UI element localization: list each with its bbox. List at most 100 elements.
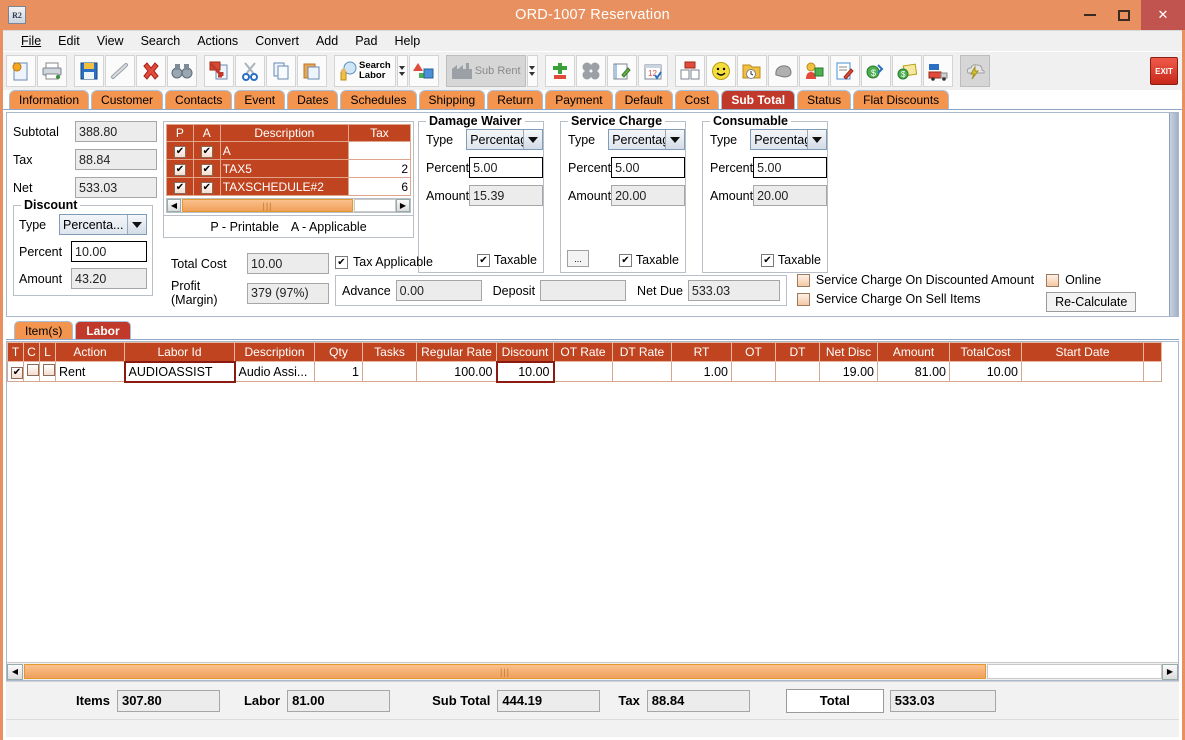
cell-dt-rate[interactable]: [612, 361, 672, 382]
row-t-checkbox[interactable]: [11, 367, 23, 379]
tax-printable-checkbox[interactable]: [173, 182, 186, 194]
menu-add[interactable]: Add: [315, 34, 339, 48]
cell-action[interactable]: Rent: [55, 361, 125, 382]
menu-file[interactable]: File: [21, 34, 42, 48]
cons-type-select[interactable]: Percentage: [750, 129, 827, 150]
tab-dates[interactable]: Dates: [287, 90, 339, 109]
edit-pencil-button[interactable]: [105, 55, 135, 87]
col-start-date[interactable]: Start Date: [1021, 342, 1144, 362]
col-action[interactable]: Action: [55, 342, 125, 362]
tax-table-row[interactable]: TAX5 2: [166, 159, 412, 178]
tab-flat-discounts[interactable]: Flat Discounts: [853, 90, 950, 109]
calendar-button[interactable]: 12: [637, 55, 668, 87]
col-ot-rate[interactable]: OT Rate: [553, 342, 613, 362]
smiley-button[interactable]: [705, 55, 736, 87]
table-row[interactable]: Rent AUDIOASSIST Audio Assi... 1 100.00 …: [7, 360, 1162, 383]
search-labor-dropdown[interactable]: [396, 55, 408, 87]
menu-search[interactable]: Search: [140, 34, 181, 48]
tab-labor[interactable]: Labor: [75, 321, 131, 339]
col-dt-rate[interactable]: DT Rate: [612, 342, 672, 362]
row-c-checkbox[interactable]: [27, 364, 39, 376]
sc-taxable-checkbox[interactable]: [618, 253, 632, 267]
tax-table-horizontal-scrollbar[interactable]: ◀ ||| ▶: [166, 198, 411, 213]
menu-actions[interactable]: Actions: [197, 34, 239, 48]
menu-help[interactable]: Help: [394, 34, 421, 48]
row-l-checkbox[interactable]: [43, 364, 55, 376]
notes-button[interactable]: [606, 55, 637, 87]
stone-button[interactable]: [767, 55, 798, 87]
sc-ellipsis-button[interactable]: ...: [567, 250, 589, 267]
cell-description[interactable]: Audio Assi...: [234, 361, 315, 382]
col-description[interactable]: Description: [234, 342, 315, 362]
tab-customer[interactable]: Customer: [91, 90, 164, 109]
cell-t[interactable]: [7, 361, 24, 382]
cell-c[interactable]: [23, 361, 40, 382]
sc-type-select[interactable]: Percentage: [608, 129, 685, 150]
panel-scroll-edge[interactable]: [1169, 113, 1178, 316]
tax-applicable-toggle[interactable]: [335, 255, 348, 269]
tab-schedules[interactable]: Schedules: [340, 90, 417, 109]
cell-net-disc[interactable]: 19.00: [819, 361, 878, 382]
truck-button[interactable]: [922, 55, 953, 87]
delete-button[interactable]: [136, 55, 166, 87]
col-c[interactable]: C: [23, 342, 40, 362]
cell-ot[interactable]: [731, 361, 776, 382]
recalculate-button[interactable]: Re-Calculate: [1046, 292, 1137, 312]
cell-start-date[interactable]: [1021, 361, 1144, 382]
scrollbar-thumb[interactable]: |||: [24, 664, 986, 679]
scroll-right-icon[interactable]: ▶: [396, 199, 410, 212]
cell-ot-rate[interactable]: [553, 361, 613, 382]
scrollbar-thumb[interactable]: |||: [182, 199, 353, 212]
discount-type-select[interactable]: Percenta...: [59, 214, 147, 235]
cell-labor-id[interactable]: AUDIOASSIST: [123, 360, 236, 383]
tax-applicable-checkbox[interactable]: [200, 182, 213, 194]
col-labor-id[interactable]: Labor Id: [124, 342, 235, 362]
invoice-button[interactable]: $: [891, 55, 922, 87]
cut-button[interactable]: [235, 55, 265, 87]
col-tasks[interactable]: Tasks: [362, 342, 417, 362]
cons-percent-input[interactable]: 5.00: [753, 157, 827, 178]
flash-button[interactable]: [959, 55, 990, 87]
col-l[interactable]: L: [39, 342, 56, 362]
sub-rent-dropdown[interactable]: [526, 55, 538, 87]
tax-applicable-checkbox[interactable]: [200, 164, 213, 176]
tax-table-row[interactable]: TAXSCHEDULE#2 6: [166, 177, 412, 196]
tab-contacts[interactable]: Contacts: [165, 90, 233, 109]
history-button[interactable]: [736, 55, 767, 87]
cell-regular-rate[interactable]: 100.00: [416, 361, 497, 382]
cell-dt[interactable]: [775, 361, 820, 382]
close-button[interactable]: ✕: [1141, 0, 1185, 30]
cell-l[interactable]: [39, 361, 56, 382]
scroll-right-icon[interactable]: ▶: [1162, 663, 1178, 680]
signoff-button[interactable]: [829, 55, 860, 87]
exit-button[interactable]: EXIT: [1149, 55, 1179, 87]
tab-cost[interactable]: Cost: [674, 90, 720, 109]
payment-button[interactable]: $: [860, 55, 891, 87]
kit-button[interactable]: [575, 55, 606, 87]
cell-extra[interactable]: [1143, 361, 1162, 382]
scrollbar-track[interactable]: [987, 664, 1162, 679]
scroll-left-icon[interactable]: ◀: [167, 199, 181, 212]
cell-qty[interactable]: 1: [314, 361, 363, 382]
col-totalcost[interactable]: TotalCost: [949, 342, 1022, 362]
tab-payment[interactable]: Payment: [545, 90, 613, 109]
tax-printable-checkbox[interactable]: [173, 164, 186, 176]
tax-table-row[interactable]: A: [166, 141, 412, 160]
online-checkbox[interactable]: [1046, 273, 1060, 287]
tax-printable-checkbox[interactable]: [173, 146, 186, 158]
col-net-disc[interactable]: Net Disc: [819, 342, 878, 362]
col-t[interactable]: T: [7, 342, 24, 362]
menu-view[interactable]: View: [96, 34, 124, 48]
minimize-button[interactable]: [1073, 2, 1107, 28]
cell-amount[interactable]: 81.00: [877, 361, 950, 382]
scrollbar-track[interactable]: [354, 199, 396, 212]
save-button[interactable]: [74, 55, 104, 87]
cons-taxable-checkbox[interactable]: [760, 253, 774, 267]
col-amount[interactable]: Amount: [877, 342, 950, 362]
add-button[interactable]: [544, 55, 575, 87]
total-button[interactable]: Total: [785, 688, 884, 713]
convert-button[interactable]: [408, 55, 439, 87]
tab-status[interactable]: Status: [797, 90, 852, 109]
tab-shipping[interactable]: Shipping: [418, 90, 486, 109]
tab-sub-total[interactable]: Sub Total: [721, 90, 796, 109]
